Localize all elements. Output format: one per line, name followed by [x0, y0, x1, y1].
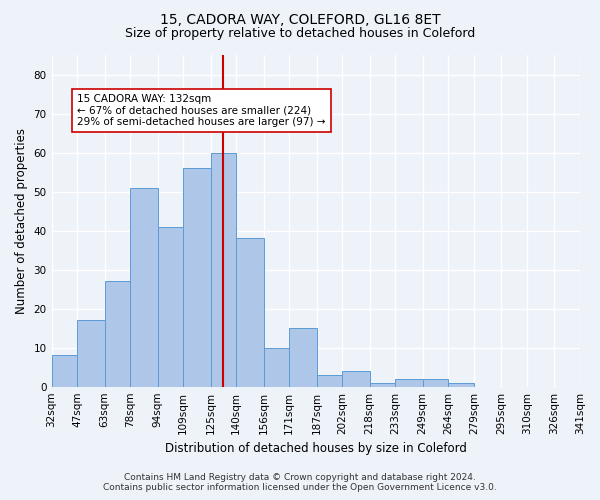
Bar — [422, 379, 448, 386]
Bar — [130, 188, 158, 386]
Bar — [263, 348, 289, 387]
Bar — [77, 320, 104, 386]
Bar — [183, 168, 211, 386]
Bar — [370, 383, 395, 386]
Bar — [52, 356, 77, 386]
Y-axis label: Number of detached properties: Number of detached properties — [15, 128, 28, 314]
Text: Contains HM Land Registry data © Crown copyright and database right 2024.
Contai: Contains HM Land Registry data © Crown c… — [103, 473, 497, 492]
Text: Size of property relative to detached houses in Coleford: Size of property relative to detached ho… — [125, 28, 475, 40]
Bar — [236, 238, 263, 386]
Bar — [317, 375, 342, 386]
Bar — [158, 226, 183, 386]
Text: 15 CADORA WAY: 132sqm
← 67% of detached houses are smaller (224)
29% of semi-det: 15 CADORA WAY: 132sqm ← 67% of detached … — [77, 94, 326, 127]
Bar — [289, 328, 317, 386]
X-axis label: Distribution of detached houses by size in Coleford: Distribution of detached houses by size … — [165, 442, 467, 455]
Text: 15, CADORA WAY, COLEFORD, GL16 8ET: 15, CADORA WAY, COLEFORD, GL16 8ET — [160, 12, 440, 26]
Bar — [395, 379, 422, 386]
Bar — [104, 282, 130, 387]
Bar — [211, 152, 236, 386]
Bar — [448, 383, 474, 386]
Bar — [342, 371, 370, 386]
